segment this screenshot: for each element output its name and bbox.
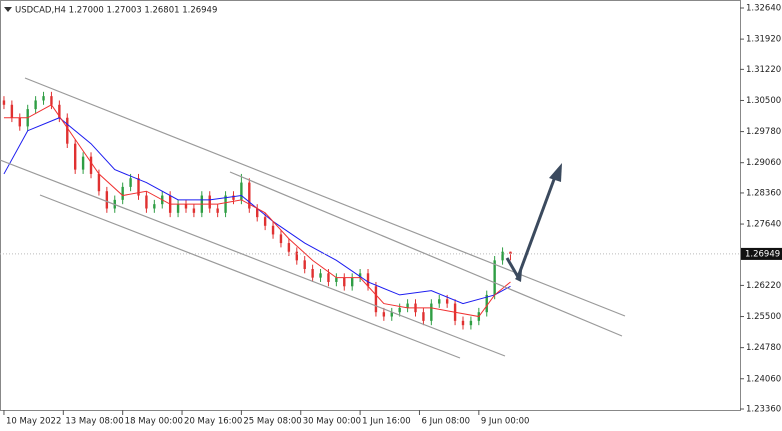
candle-body: [445, 299, 449, 304]
candle-body: [89, 156, 93, 174]
candle-body: [398, 307, 401, 313]
candle-body: [493, 260, 496, 295]
candle-body: [279, 234, 283, 244]
candle-body: [42, 96, 45, 101]
candle-body: [184, 204, 188, 209]
candle-body: [18, 117, 21, 127]
candle-body: [469, 320, 473, 326]
candle-body: [311, 268, 314, 278]
candle-body: [350, 277, 354, 287]
arrow-head: [515, 270, 522, 282]
candle-body: [263, 217, 267, 226]
candle-body: [2, 100, 6, 105]
candle-body: [176, 204, 180, 213]
candle-body: [66, 117, 69, 144]
x-tick-label: 9 Jun 00:00: [481, 417, 530, 427]
y-tick-label: 1.30500: [746, 96, 781, 106]
candle-body: [81, 156, 85, 170]
indicator-line: [3, 104, 511, 318]
candle-body: [271, 225, 275, 235]
y-tick-label: 1.29060: [746, 158, 781, 168]
candle-body: [153, 204, 156, 209]
y-tick-label: 1.27640: [746, 220, 781, 230]
y-tick-label: 1.24060: [746, 374, 781, 384]
candle-body: [232, 195, 235, 200]
candle-body: [10, 104, 14, 118]
candle-body: [224, 195, 227, 213]
y-tick-label: 1.23360: [746, 405, 781, 415]
x-tick-label: 20 May 16:00: [184, 417, 242, 427]
candle-body: [501, 251, 504, 261]
candle-body: [145, 195, 148, 209]
candle-body: [34, 100, 37, 110]
channel-line: [39, 194, 461, 359]
candle-body: [50, 96, 53, 105]
candle-body: [509, 251, 512, 254]
candle-body: [319, 273, 322, 278]
candle-body: [461, 320, 465, 326]
current-price-label: 1.26949: [745, 249, 780, 259]
candle-body: [295, 251, 298, 261]
candle-body: [240, 182, 243, 200]
candle-body: [97, 173, 101, 192]
x-tick-label: 25 May 08:00: [243, 417, 301, 427]
channel-line: [0, 159, 506, 357]
candle-body: [73, 143, 77, 170]
candle-body: [485, 294, 488, 313]
candle-body: [335, 277, 338, 282]
candle-body: [366, 273, 370, 287]
candle-body: [105, 191, 109, 209]
candle-body: [422, 312, 425, 321]
candle-body: [208, 195, 211, 209]
x-tick-label: 6 Jun 08:00: [421, 417, 470, 427]
candle-body: [390, 312, 393, 317]
candle-body: [327, 273, 330, 282]
candle-body: [303, 260, 306, 269]
candle-body: [137, 178, 140, 196]
candle-body: [216, 208, 219, 213]
x-tick-label: 30 May 00:00: [303, 417, 361, 427]
channel-line: [229, 171, 623, 337]
arrow-head: [549, 163, 562, 182]
candle-body: [406, 303, 409, 308]
y-tick-label: 1.28360: [746, 188, 781, 198]
symbol-menu-icon[interactable]: [4, 7, 12, 12]
y-tick-label: 1.24780: [746, 343, 781, 353]
y-tick-label: 1.25500: [746, 312, 781, 322]
channel-line: [24, 77, 626, 317]
candle-body: [343, 277, 346, 287]
y-tick-label: 1.29780: [746, 127, 781, 137]
candle-body: [430, 303, 433, 321]
y-tick-label: 1.31920: [746, 35, 781, 45]
x-tick-label: 18 May 00:00: [125, 417, 183, 427]
candle-body: [256, 208, 259, 218]
forecast-arrow: [516, 173, 558, 278]
y-tick-label: 1.26220: [746, 281, 781, 291]
y-tick-label: 1.31220: [746, 65, 781, 75]
candle-body: [58, 104, 61, 118]
candle-body: [374, 286, 378, 313]
x-tick-label: 10 May 2022: [6, 417, 61, 427]
candle-body: [358, 273, 362, 278]
chart-title: USDCAD,H4 1.27000 1.27003 1.26801 1.2694…: [15, 6, 217, 16]
y-tick-label: 1.32640: [746, 4, 781, 14]
candle-body: [129, 178, 132, 187]
candle-body: [287, 243, 291, 252]
x-tick-label: 13 May 08:00: [65, 417, 123, 427]
candle-body: [192, 208, 196, 213]
candle-body: [121, 186, 124, 200]
candle-body: [248, 182, 251, 209]
current-price-box: [741, 247, 782, 260]
x-tick-label: 1 Jun 16:00: [362, 417, 411, 427]
candle-body: [382, 312, 386, 317]
trend-annotations: [0, 77, 626, 359]
candle-body: [438, 299, 441, 304]
plot-frame: [0, 0, 741, 411]
forecast-arrow: [505, 257, 520, 278]
